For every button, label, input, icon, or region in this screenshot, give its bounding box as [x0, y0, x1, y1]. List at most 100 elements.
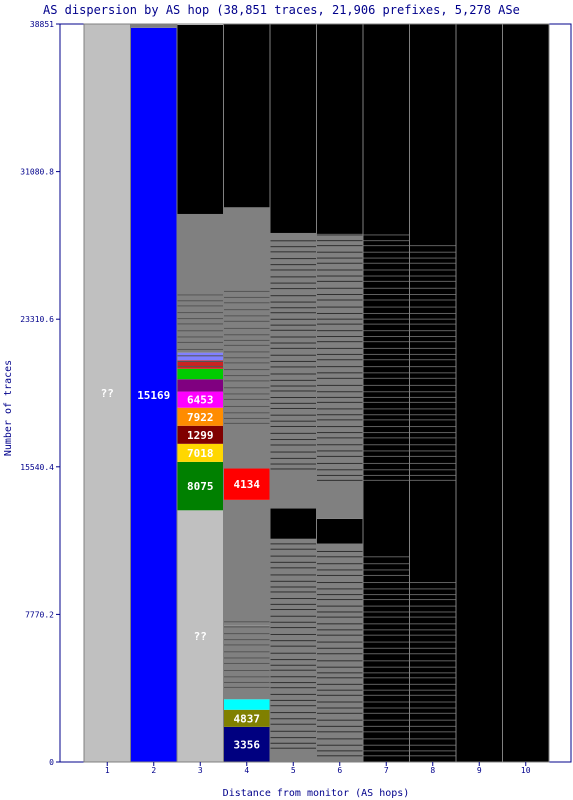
stripe-hop-5-0-16 — [270, 652, 317, 654]
stripe-hop-3-0-2 — [177, 355, 224, 357]
stripe-hop-6-1-1 — [316, 474, 363, 476]
stripe-hop-7-1-4 — [363, 455, 410, 457]
stripe-hop-7-1-24 — [363, 336, 410, 338]
stripe-hop-5-0-3 — [270, 730, 317, 732]
stripe-hop-8-1-23 — [409, 341, 456, 343]
stripe-hop-7-1-29 — [363, 306, 410, 308]
stripe-hop-6-1-13 — [316, 401, 363, 403]
stripe-hop-4-0-0 — [223, 686, 270, 688]
stripe-hop-6-0-23 — [316, 616, 363, 618]
stripe-hop-6-0-32 — [316, 563, 363, 565]
stripe-hop-8-0-14 — [409, 672, 456, 674]
stripe-hop-8-1-31 — [409, 293, 456, 295]
stripe-hop-5-1-5 — [270, 439, 317, 441]
stripe-hop-5-1-31 — [270, 282, 317, 284]
stripe-hop-5-1-27 — [270, 307, 317, 309]
stripe-hop-7-0-11 — [363, 689, 410, 691]
stripe-hop-4-0-9 — [223, 633, 270, 635]
segment-hop-3-7 — [177, 368, 224, 380]
segment-hop-5-2 — [270, 508, 317, 539]
stripe-hop-5-0-7 — [270, 705, 317, 707]
stripe-hop-8-0-20 — [409, 634, 456, 636]
stripe-hop-5-0-31 — [270, 561, 317, 563]
stripe-hop-5-1-15 — [270, 379, 317, 381]
stripe-hop-8-0-21 — [409, 629, 456, 631]
stripe-hop-8-1-26 — [409, 323, 456, 325]
stripe-hop-6-1-18 — [316, 372, 363, 374]
stripe-hop-6-0-24 — [316, 611, 363, 613]
stripe-hop-3-0-12 — [177, 294, 224, 296]
stripe-hop-7-1-20 — [363, 359, 410, 361]
stripe-hop-7-1-15 — [363, 391, 410, 393]
stripe-hop-5-1-22 — [270, 336, 317, 338]
stripe-hop-6-0-29 — [316, 582, 363, 584]
stripe-hop-7-1-39 — [363, 245, 410, 247]
segment-hop-8-0 — [409, 24, 456, 762]
x-axis: 1 2 3 4 5 6 7 8 9 10 — [105, 762, 531, 775]
stripe-hop-8-1-22 — [409, 347, 456, 349]
stripe-hop-5-0-11 — [270, 682, 317, 684]
stripe-hop-6-1-17 — [316, 377, 363, 379]
stripe-hop-6-1-22 — [316, 347, 363, 349]
x-tick-label-2: 2 — [151, 766, 156, 775]
stripe-hop-4-0-5 — [223, 657, 270, 659]
stripe-hop-8-1-29 — [409, 306, 456, 308]
segment-hop-6-0 — [316, 543, 363, 762]
stripe-hop-6-1-9 — [316, 426, 363, 428]
stripe-hop-8-0-16 — [409, 660, 456, 662]
stripe-hop-7-1-8 — [363, 432, 410, 434]
stripe-hop-8-0-0 — [409, 755, 456, 757]
bar-label-hop-3-4: 7922 — [187, 411, 214, 424]
stripe-hop-8-0-24 — [409, 611, 456, 613]
y-axis-label: Number of traces — [3, 360, 14, 456]
stripe-hop-8-0-6 — [409, 719, 456, 721]
stripe-hop-8-1-32 — [409, 287, 456, 289]
stripe-hop-8-1-10 — [409, 419, 456, 421]
stripe-hop-5-0-8 — [270, 699, 317, 701]
stripe-hop-5-1-17 — [270, 366, 317, 368]
stripe-hop-5-1-19 — [270, 354, 317, 356]
stripe-hop-6-1-10 — [316, 419, 363, 421]
stripe-hop-5-1-13 — [270, 390, 317, 392]
stripe-hop-3-0-4 — [177, 341, 224, 343]
stripe-hop-7-1-31 — [363, 293, 410, 295]
segment-hop-4-2 — [223, 699, 270, 710]
stripe-hop-5-0-21 — [270, 621, 317, 623]
stripe-hop-3-0-0 — [177, 365, 224, 367]
stripe-hop-7-0-31 — [363, 569, 410, 571]
segment-hop-3-6 — [177, 379, 224, 392]
y-tick-label-5: 0 — [49, 758, 54, 767]
y-tick-label-2: 23310.6 — [20, 315, 54, 324]
stripe-hop-3-0-5 — [177, 336, 224, 338]
stripe-hop-6-0-1 — [316, 750, 363, 752]
stripe-hop-6-1-11 — [316, 414, 363, 416]
stripe-hop-8-1-33 — [409, 280, 456, 282]
stripe-hop-6-0-21 — [316, 629, 363, 631]
segment-hop-6-1 — [316, 518, 363, 544]
stripe-hop-6-0-22 — [316, 623, 363, 625]
stripe-hop-8-1-34 — [409, 275, 456, 277]
stripe-hop-5-1-0 — [270, 468, 317, 470]
stripe-hop-4-1-14 — [223, 339, 270, 341]
segment-hop-4-7 — [223, 24, 270, 208]
segment-hop-2-0 — [130, 27, 177, 762]
stripe-hop-5-1-36 — [270, 251, 317, 253]
stripe-hop-8-1-19 — [409, 366, 456, 368]
stripe-hop-7-1-13 — [363, 401, 410, 403]
stripe-hop-8-0-27 — [409, 594, 456, 596]
stripe-hop-4-0-11 — [223, 621, 270, 623]
stripe-hop-7-1-21 — [363, 353, 410, 355]
stripe-hop-5-1-16 — [270, 373, 317, 375]
stripe-hop-4-1-2 — [223, 412, 270, 414]
stripe-hop-8-1-4 — [409, 455, 456, 457]
stripe-hop-5-1-10 — [270, 407, 317, 409]
stripe-hop-8-1-8 — [409, 432, 456, 434]
stripe-hop-3-0-8 — [177, 318, 224, 320]
stripe-hop-8-1-35 — [409, 269, 456, 271]
stripe-hop-8-0-12 — [409, 683, 456, 685]
stripe-hop-6-1-15 — [316, 391, 363, 393]
stripe-hop-5-1-38 — [270, 240, 317, 242]
stripe-hop-8-1-27 — [409, 318, 456, 320]
column-hop-6 — [316, 23, 364, 763]
column-hop-4: 3356 4837 4134 — [223, 23, 271, 763]
